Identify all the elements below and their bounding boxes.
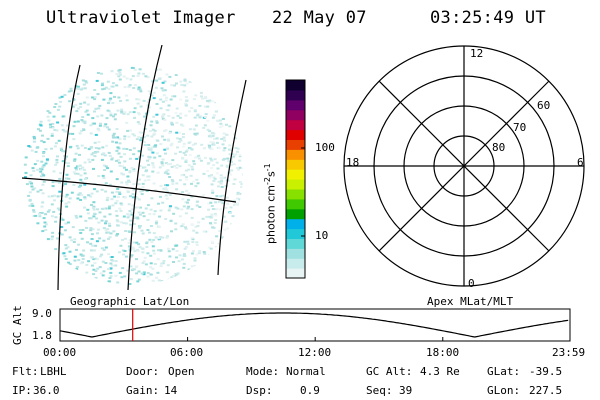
altitude-axis-label: GC Alt	[11, 305, 24, 345]
colorbar-segment	[286, 238, 305, 249]
uv-image-speckles	[23, 66, 243, 285]
ip-value: 36.0	[33, 384, 60, 397]
mlt-label-18: 18	[346, 156, 360, 169]
door-value: Open	[168, 365, 195, 378]
door-label: Door:	[126, 365, 160, 378]
mlat-label-70: 70	[513, 121, 527, 134]
gc-alt-value: 4.3 Re	[420, 365, 460, 378]
time-tick-1200: 12:00	[298, 346, 332, 359]
colorbar-segment	[286, 179, 305, 190]
polar-mlat-mlt-plot	[343, 45, 585, 287]
gain-label: Gain:	[126, 384, 160, 397]
colorbar-segment	[286, 188, 305, 200]
altitude-curve	[59, 312, 569, 338]
colorbar-segment	[286, 80, 305, 91]
colorbar-segment	[286, 218, 305, 230]
colorbar-segment	[286, 109, 305, 121]
observation-time: 03:25:49 UT	[430, 8, 546, 28]
mlt-label-6: 6	[577, 156, 584, 169]
seq-label: Seq:	[366, 384, 393, 397]
mlat-label-80: 80	[492, 141, 506, 154]
colorbar-segment	[286, 149, 305, 160]
altitude-tick-high: 9.0	[32, 307, 52, 320]
apex-grid-caption: Apex MLat/MLT	[427, 295, 514, 308]
instrument-title: Ultraviolet Imager	[46, 8, 236, 28]
colorbar-tick-10: 10	[315, 229, 329, 242]
colorbar-segment	[286, 228, 305, 239]
mlat-label-60: 60	[537, 99, 551, 112]
altitude-axis-ticks	[59, 337, 571, 341]
glon-value: 227.5	[529, 384, 563, 397]
observation-date: 22 May 07	[272, 8, 367, 28]
gc-alt-label: GC Alt:	[366, 365, 413, 378]
time-tick-1800: 18:00	[426, 346, 460, 359]
filter-label: Flt:	[12, 365, 39, 378]
longitude-line	[217, 79, 247, 276]
ip-label: IP:	[12, 384, 32, 397]
colorbar-tick-100: 100	[315, 141, 335, 154]
uv-image-panel	[22, 45, 247, 290]
colorbar-segment	[286, 139, 305, 150]
altitude-tick-low: 1.8	[32, 329, 52, 342]
color-scale-bar	[285, 79, 306, 279]
time-tick-0000: 00:00	[43, 346, 77, 359]
mlt-label-12: 12	[470, 47, 484, 60]
time-tick-0600: 06:00	[170, 346, 204, 359]
colorbar-segment	[286, 268, 305, 279]
geographic-grid	[22, 45, 247, 290]
glat-label: GLat:	[487, 365, 521, 378]
colorbar-segment	[286, 169, 305, 180]
latitude-line	[22, 177, 237, 203]
time-tick-2359: 23:59	[552, 346, 586, 359]
longitude-line	[57, 64, 81, 290]
colorbar-segment	[286, 99, 305, 111]
mode-value: Normal	[286, 365, 326, 378]
colorbar-segment	[286, 248, 305, 259]
seq-value: 39	[399, 384, 413, 397]
dsp-value: 0.9	[300, 384, 320, 397]
colorbar-segment	[286, 119, 305, 131]
geographic-grid-caption: Geographic Lat/Lon	[70, 295, 190, 308]
colorbar-segment	[286, 129, 305, 140]
glon-label: GLon:	[487, 384, 521, 397]
colorbar-segment	[286, 159, 305, 170]
colorbar-unit-label: photon cm-2s-1	[263, 163, 278, 244]
glat-value: -39.5	[529, 365, 563, 378]
mlt-label-0: 0	[468, 277, 475, 290]
altitude-plot	[59, 308, 571, 342]
gain-value: 14	[164, 384, 178, 397]
colorbar-segment	[286, 208, 305, 220]
colorbar-segment	[286, 89, 305, 101]
longitude-line	[127, 45, 163, 290]
mode-label: Mode:	[246, 365, 280, 378]
colorbar-segment	[286, 198, 305, 210]
filter-value: LBHL	[40, 365, 67, 378]
dsp-label: Dsp:	[246, 384, 273, 397]
colorbar-segment	[286, 258, 305, 269]
polar-diagonal-line	[378, 80, 550, 252]
colorbar-frame	[285, 79, 306, 279]
